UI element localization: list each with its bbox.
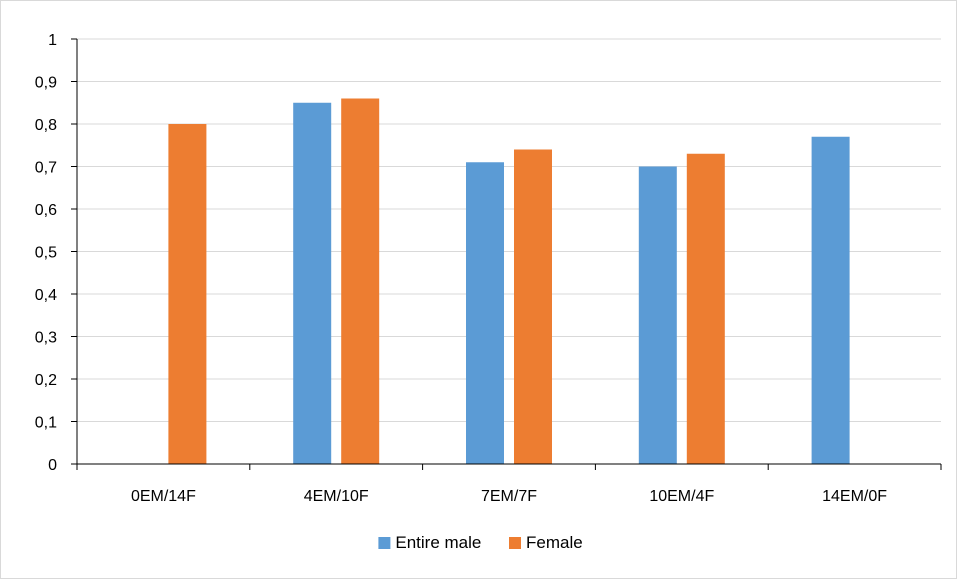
- legend-swatch: [378, 537, 391, 549]
- bar-female: [686, 153, 725, 464]
- bars: [168, 98, 850, 464]
- y-tick-label: 0,9: [35, 75, 57, 92]
- legend: Entire male Female: [378, 533, 583, 552]
- bar-entire-male: [466, 162, 504, 464]
- y-tick-label: 0,3: [35, 330, 57, 347]
- x-tick-label: 4EM/10F: [304, 488, 369, 505]
- x-tick-label: 0EM/14F: [131, 488, 196, 505]
- legend-item: Entire male: [378, 533, 481, 552]
- y-tick-label: 0,8: [35, 117, 57, 134]
- bar-entire-male: [293, 102, 332, 464]
- x-tick-label: 7EM/7F: [481, 488, 537, 505]
- y-tick-label: 0,2: [35, 372, 57, 389]
- y-tick-labels: 0 0,1 0,2 0,3 0,4 0,5 0,6 0,7 0,8 0,9 1: [35, 32, 57, 474]
- bar-entire-male: [638, 166, 677, 464]
- y-tick-label: 0,4: [35, 287, 57, 304]
- legend-swatch: [509, 537, 521, 549]
- axes: [71, 38, 942, 470]
- y-tick-label: 0: [48, 457, 57, 474]
- y-tick-label: 0,5: [35, 245, 57, 262]
- y-tick-label: 0,1: [35, 415, 57, 432]
- y-tick-label: 0,6: [35, 202, 57, 219]
- bar-female: [341, 98, 380, 464]
- x-tick-label: 14EM/0F: [822, 488, 887, 505]
- y-tick-label: 0,7: [35, 160, 57, 177]
- x-tick-labels: 0EM/14F 4EM/10F 7EM/7F 10EM/4F 14EM/0F: [131, 488, 887, 505]
- legend-item: Female: [509, 533, 583, 552]
- x-tick-label: 10EM/4F: [649, 488, 714, 505]
- gridlines: [77, 38, 941, 422]
- legend-label: Female: [526, 533, 583, 552]
- bar-entire-male: [811, 136, 850, 464]
- legend-label: Entire male: [395, 533, 481, 552]
- bar-female: [168, 124, 207, 464]
- y-tick-label: 1: [48, 32, 57, 49]
- bar-female: [514, 149, 552, 464]
